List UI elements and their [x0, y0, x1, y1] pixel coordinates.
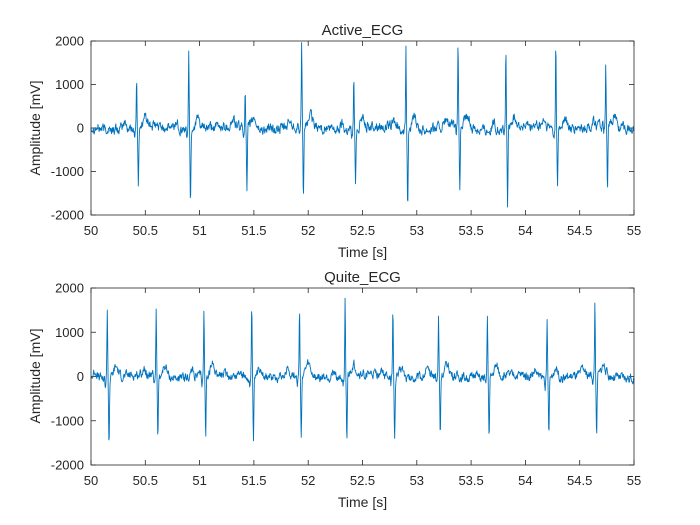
y-tick-label: 1000 [55, 325, 84, 340]
y-axis-label: Amplitude [mV] [27, 81, 43, 176]
x-tick-label: 52 [301, 473, 315, 488]
x-tick-label: 51.5 [241, 473, 266, 488]
ecg-signal-line [90, 297, 635, 442]
x-tick-label: 50.5 [133, 473, 158, 488]
y-tick-label: -1000 [51, 164, 84, 179]
x-tick-label: 54.5 [567, 223, 592, 238]
x-tick-label: 51 [192, 223, 206, 238]
x-tick-label: 55 [627, 223, 641, 238]
x-tick-label: 54 [518, 473, 532, 488]
y-axis-label: Amplitude [mV] [27, 329, 43, 424]
y-tick-label: 2000 [55, 281, 84, 296]
x-tick-label: 53 [410, 473, 424, 488]
subplot-active-ecg: 50 50.5 51 51.5 52 52.5 53 53.5 54 54.5 55 -2000 -10… [27, 22, 641, 260]
x-tick-label: 52 [301, 223, 315, 238]
y-tick-label: -2000 [51, 208, 84, 223]
plot-frame [90, 287, 635, 466]
x-tick-label: 54 [518, 223, 532, 238]
x-tick-label: 50 [84, 473, 98, 488]
y-tick-label: -2000 [51, 458, 84, 473]
chart-title: Active_ECG [322, 22, 404, 39]
tick-labels: 50 50.5 51 51.5 52 52.5 53 53.5 54 54.5 55 -2000 -10… [51, 281, 641, 489]
x-axis-label: Time [s] [338, 494, 387, 510]
x-tick-label: 52.5 [350, 223, 375, 238]
y-tick-label: 2000 [55, 34, 84, 49]
x-tick-label: 50.5 [133, 223, 158, 238]
y-tick-label: -1000 [51, 413, 84, 428]
subplot-quite-ecg: 50 50.5 51 51.5 52 52.5 53 53.5 54 54.5 55 -2000 -10… [27, 269, 641, 510]
x-tick-label: 53 [410, 223, 424, 238]
x-tick-label: 52.5 [350, 473, 375, 488]
ecg-signal-line [90, 42, 635, 208]
y-tick-label: 0 [77, 369, 84, 384]
x-tick-label: 51 [192, 473, 206, 488]
x-tick-label: 51.5 [241, 223, 266, 238]
chart-title: Quite_ECG [324, 269, 401, 286]
x-tick-label: 55 [627, 473, 641, 488]
plot-frame [90, 40, 635, 216]
y-tick-label: 1000 [55, 77, 84, 92]
y-tick-label: 0 [77, 121, 84, 136]
x-tick-label: 53.5 [458, 473, 483, 488]
x-tick-label: 53.5 [458, 223, 483, 238]
signal-layer [90, 297, 635, 442]
x-axis-label: Time [s] [338, 244, 387, 260]
signal-layer [90, 42, 635, 208]
x-tick-label: 54.5 [567, 473, 592, 488]
tick-labels: 50 50.5 51 51.5 52 52.5 53 53.5 54 54.5 55 -2000 -10… [51, 34, 641, 239]
x-tick-label: 50 [84, 223, 98, 238]
